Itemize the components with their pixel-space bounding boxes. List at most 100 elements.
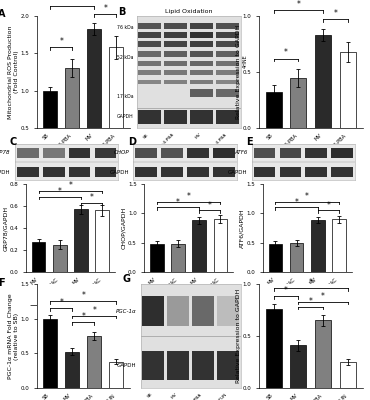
Bar [266, 92, 282, 128]
Text: *: * [187, 192, 191, 201]
Bar [32, 242, 46, 272]
Bar [192, 296, 214, 326]
Bar [164, 41, 187, 47]
Text: GAPDH: GAPDH [0, 170, 11, 174]
Text: MV+4-PBA: MV+4-PBA [208, 132, 228, 152]
Text: *: * [333, 9, 337, 18]
Text: GRP78: GRP78 [0, 150, 11, 155]
Text: *: * [326, 200, 330, 210]
Bar [315, 320, 331, 388]
Bar [138, 110, 161, 124]
Bar [213, 219, 227, 272]
Bar [216, 41, 239, 47]
Bar [65, 352, 80, 388]
Text: *: * [70, 0, 74, 5]
Bar [192, 350, 214, 380]
Bar [164, 32, 187, 38]
Bar [43, 91, 57, 165]
Title: Lipid Oxidation: Lipid Oxidation [165, 9, 212, 14]
Bar [217, 296, 239, 326]
Bar [190, 23, 213, 30]
Text: *: * [284, 286, 288, 296]
Bar [280, 148, 301, 158]
Bar [192, 220, 206, 272]
Bar [306, 167, 327, 177]
Text: *: * [81, 312, 85, 321]
Bar [135, 148, 157, 158]
Bar [213, 148, 235, 158]
Text: *: * [284, 48, 288, 58]
Y-axis label: CHOP/GAPDH: CHOP/GAPDH [121, 207, 127, 249]
Text: F: F [0, 278, 5, 288]
Text: GAPDH: GAPDH [117, 114, 134, 119]
Text: MV+TUN: MV+TUN [212, 392, 228, 400]
Text: *: * [81, 291, 85, 300]
Bar [87, 336, 101, 388]
Bar [340, 52, 356, 128]
Bar [138, 23, 161, 30]
Y-axis label: Relative Expression to GAPDH: Relative Expression to GAPDH [236, 25, 241, 119]
Text: 17 kDa: 17 kDa [117, 94, 134, 99]
Bar [216, 70, 239, 75]
Bar [74, 209, 88, 272]
Text: GAPDH: GAPDH [228, 170, 248, 174]
Text: + TUN: + TUN [202, 312, 218, 318]
Bar [95, 210, 109, 272]
Text: SB: SB [146, 392, 153, 399]
Bar [254, 148, 275, 158]
Bar [138, 80, 161, 84]
Bar [109, 362, 124, 388]
Bar [150, 244, 164, 272]
Bar [269, 244, 282, 272]
Text: *: * [295, 198, 299, 206]
Bar [43, 319, 57, 388]
Y-axis label: Relative Expression to GAPDH: Relative Expression to GAPDH [236, 289, 241, 383]
Text: *: * [58, 187, 62, 196]
Bar [164, 110, 187, 124]
Text: *: * [176, 198, 180, 206]
Bar [340, 362, 356, 388]
Text: – TUN: – TUN [279, 312, 293, 318]
Bar [213, 167, 235, 177]
Bar [138, 70, 161, 75]
Bar [17, 167, 38, 177]
Bar [164, 23, 187, 30]
Text: *: * [59, 37, 63, 46]
Text: SB+4-PBA: SB+4-PBA [157, 132, 176, 151]
Bar [161, 167, 183, 177]
Bar [190, 61, 213, 66]
Bar [216, 89, 239, 97]
Text: *: * [68, 181, 72, 190]
Text: C: C [10, 137, 17, 147]
Bar [95, 167, 116, 177]
Bar [216, 32, 239, 38]
Bar [216, 110, 239, 124]
Text: MV: MV [171, 392, 178, 400]
Text: *: * [90, 193, 93, 202]
Text: B: B [118, 7, 126, 17]
Bar [65, 68, 80, 165]
Bar [43, 167, 64, 177]
Bar [216, 61, 239, 66]
Bar [69, 148, 90, 158]
Bar [69, 167, 90, 177]
Bar [266, 309, 282, 388]
Text: 76 kDa: 76 kDa [117, 25, 134, 30]
Text: MV+4-PBA: MV+4-PBA [184, 392, 203, 400]
Bar [190, 89, 213, 97]
Text: *: * [321, 292, 325, 301]
Bar [142, 296, 164, 326]
Bar [311, 220, 324, 272]
Bar [95, 148, 116, 158]
Bar [164, 80, 187, 84]
Bar [171, 244, 185, 272]
Bar [290, 243, 303, 272]
Bar [164, 70, 187, 75]
Y-axis label: ATF6/GAPDH: ATF6/GAPDH [240, 208, 245, 248]
Text: *: * [208, 200, 212, 210]
Bar [167, 350, 189, 380]
Text: *: * [92, 306, 96, 315]
Text: A: A [0, 9, 6, 19]
Bar [138, 51, 161, 58]
Text: CHOP: CHOP [113, 150, 129, 155]
